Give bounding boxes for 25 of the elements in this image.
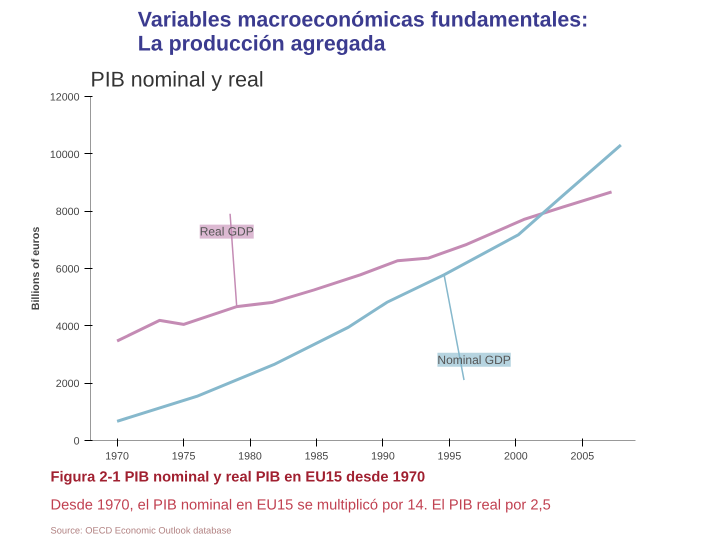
text: Nominal GDP <box>437 352 511 367</box>
source-note: Source: OECD Economic Outlook database <box>50 526 232 536</box>
x-tick-label: 1970 <box>105 450 130 462</box>
x-tick-label: 1990 <box>371 450 395 462</box>
y-tick-label: 6000 <box>56 264 80 276</box>
y-tick-label: 8000 <box>56 206 80 218</box>
x-tick-label: 1995 <box>438 450 462 462</box>
x-tick-label: 2000 <box>504 450 528 462</box>
y-tick-label: 0 <box>74 436 80 448</box>
x-tick-label: 1975 <box>172 450 196 462</box>
line-series <box>116 143 622 423</box>
text: Desde 1970, el PIB nominal en EU15 se multiplicó por 14. El PIB real por 2,5 <box>50 498 551 514</box>
y-axis-title: Billions of euros <box>30 226 42 310</box>
chart-title: Variables macroeconómicas fundamentales: La producción agregada <box>138 8 588 56</box>
y-tick-label: 10000 <box>50 148 80 161</box>
text: Real GDP <box>200 224 254 239</box>
x-tick-label: 1985 <box>304 450 328 462</box>
line-series <box>116 190 614 343</box>
chart-subtitle: PIB nominal y real <box>90 68 264 92</box>
y-tick-label: 4000 <box>56 320 80 333</box>
x-tick-label: 1980 <box>238 450 262 462</box>
text: Figura 2-1 PIB nominal y real PIB en EU15 desde 1970 <box>50 470 426 486</box>
y-tick-label: 12000 <box>50 92 80 104</box>
y-tick-label: 2000 <box>56 378 80 390</box>
x-tick-label: 2005 <box>570 450 594 462</box>
